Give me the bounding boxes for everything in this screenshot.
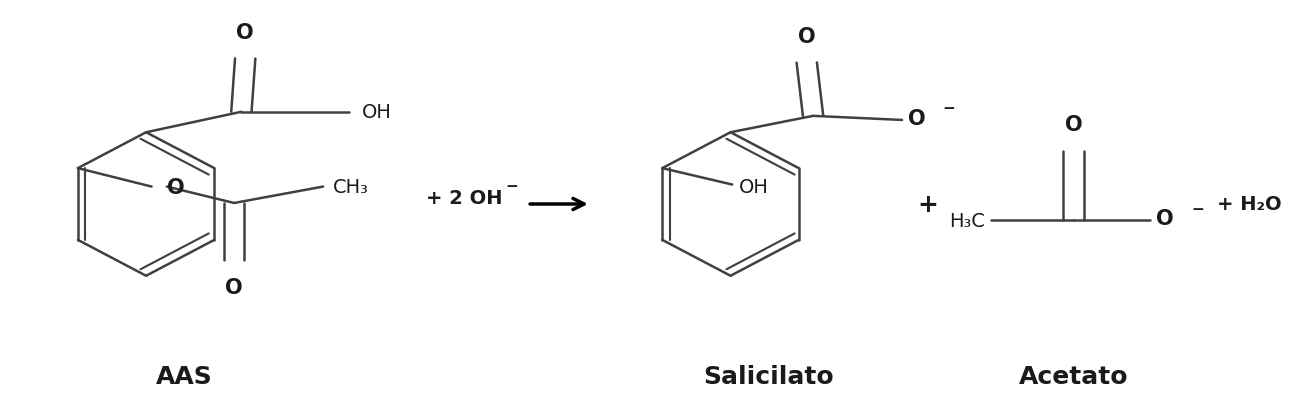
Text: O: O [237, 23, 253, 43]
Text: O: O [1156, 209, 1174, 229]
Text: Acetato: Acetato [1019, 364, 1129, 388]
Text: O: O [167, 177, 185, 197]
Text: O: O [909, 109, 926, 128]
Text: +: + [917, 193, 937, 216]
Text: O: O [1064, 115, 1082, 135]
Text: + H₂O: + H₂O [1217, 195, 1281, 214]
Text: O: O [225, 277, 243, 297]
Text: OH: OH [362, 103, 392, 122]
Text: H₃C: H₃C [949, 211, 984, 230]
Text: −: − [1192, 201, 1205, 216]
Text: Salicilato: Salicilato [703, 364, 834, 388]
Text: −: − [943, 101, 956, 116]
Text: O: O [798, 27, 816, 47]
Text: + 2 OH: + 2 OH [425, 189, 502, 208]
Text: AAS: AAS [156, 364, 212, 388]
Text: −: − [506, 179, 518, 193]
Text: CH₃: CH₃ [334, 178, 369, 197]
Text: OH: OH [738, 178, 768, 197]
